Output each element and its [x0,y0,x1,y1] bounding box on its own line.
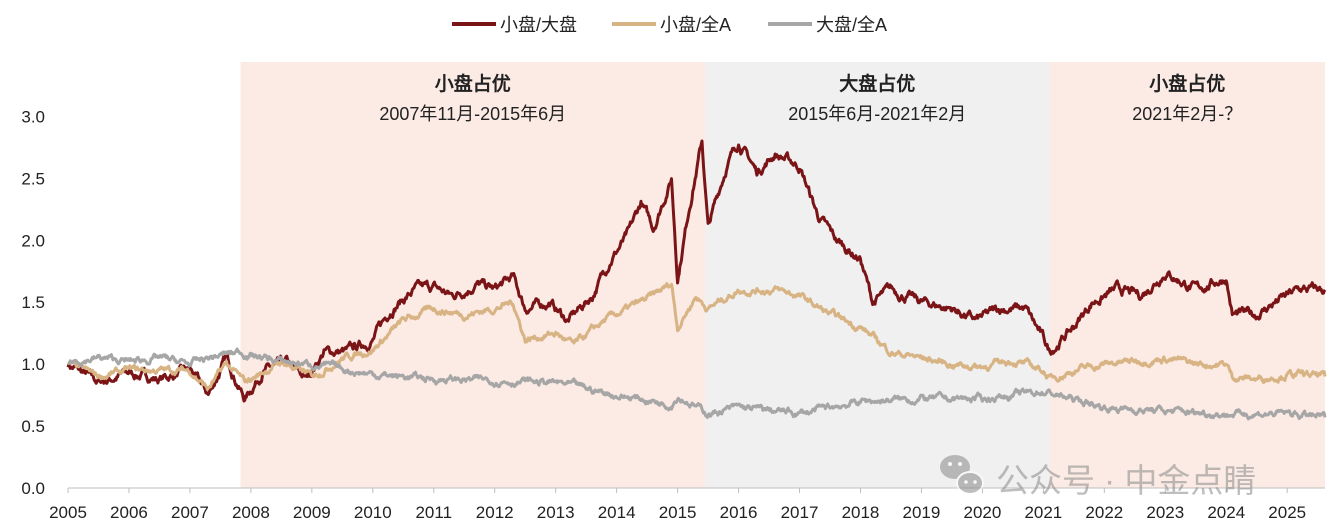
x-tick-label: 2022 [1085,503,1123,522]
x-tick-label: 2010 [354,503,392,522]
x-tick-label: 2019 [903,503,941,522]
region-title: 小盘占优 [435,72,511,95]
x-tick-label: 2007 [171,503,209,522]
region-subtitle: 2015年6月-2021年2月 [788,104,966,124]
region-subtitle: 2021年2月-？ [1132,104,1242,124]
x-tick-label: 2023 [1146,503,1184,522]
region-shading [240,62,706,488]
x-tick-label: 2025 [1268,503,1306,522]
y-tick-label: 2.5 [21,169,45,188]
region-subtitle: 2007年11月-2015年6月 [379,104,566,124]
x-tick-label: 2020 [963,503,1001,522]
watermark: 公众号 · 中金点睛 [940,455,1256,499]
region-title: 大盘占优 [839,72,915,95]
x-tick-label: 2017 [781,503,819,522]
region-title: 小盘占优 [1149,72,1225,95]
region-shading [1049,62,1325,488]
x-tick-label: 2021 [1024,503,1062,522]
region-shading [705,62,1050,488]
legend-label: 小盘/全A [660,15,731,35]
series-line-1 [67,282,1327,391]
watermark-text: 公众号 · 中金点睛 [996,462,1256,499]
legend-label: 小盘/大盘 [500,15,577,35]
x-tick-label: 2015 [659,503,697,522]
x-tick-label: 2008 [232,503,270,522]
legend-label: 大盘/全A [816,15,887,35]
x-tick-label: 2024 [1207,503,1245,522]
x-tick-label: 2011 [415,503,452,522]
y-tick-label: 0.5 [21,417,45,436]
y-tick-label: 2.0 [21,231,45,250]
x-tick-label: 2018 [842,503,880,522]
x-tick-label: 2013 [537,503,575,522]
x-tick-label: 2009 [293,503,331,522]
y-tick-label: 1.5 [21,293,45,312]
wechat-icon [940,455,984,495]
x-tick-label: 2005 [49,503,87,522]
y-tick-label: 3.0 [21,107,45,126]
y-tick-label: 0.0 [21,479,45,498]
x-tick-label: 2012 [476,503,514,522]
series-line-2 [67,347,1327,421]
y-tick-label: 1.0 [21,355,45,374]
x-tick-label: 2006 [110,503,148,522]
x-tick-label: 2014 [598,503,636,522]
x-tick-label: 2016 [720,503,758,522]
